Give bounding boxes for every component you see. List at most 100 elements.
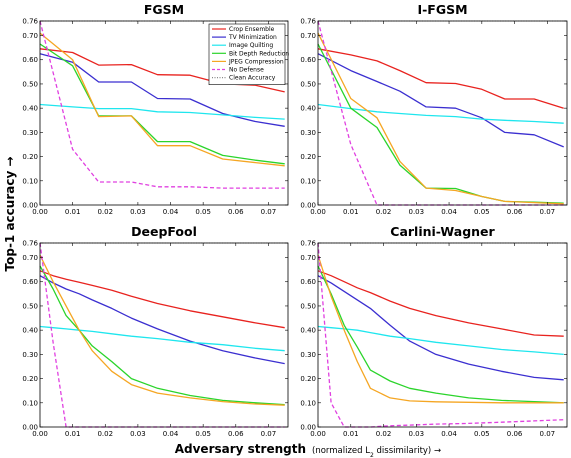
series-line [39,53,285,127]
x-tick-label: 0.00 [310,430,326,438]
y-tick-label: 0.50 [300,302,316,310]
x-tick-label: 0.05 [474,208,490,216]
series-line [317,53,564,148]
x-tick-label: 0.05 [474,430,490,438]
series-line [317,325,564,356]
legend-label: Image Quilting [229,42,273,49]
y-tick-label: 0.20 [22,153,38,161]
series-line [39,265,285,406]
y-tick-label: 0.50 [22,302,38,310]
chart-panel-2: DeepFool 0.00 0.10 0.20 0.30 0.40 0.50 0.60 0.70… [22,224,289,438]
y-tick-label: 0.60 [300,56,316,64]
x-tick-label: 0.06 [228,430,244,438]
y-tick-label: 0.20 [22,375,38,383]
chart-panels: FGSM 0.00 0.10 0.20 0.30 0.40 0.50 0.60 0.70 0.76… [22,2,568,438]
x-tick-label: 0.00 [32,430,48,438]
y-tick-label: 0.10 [300,399,316,407]
y-tick-label: 0.20 [300,375,316,383]
x-tick-label: 0.04 [163,430,179,438]
chart-title: FGSM [144,2,184,17]
y-tick-label: 0.76 [300,240,316,248]
y-tick-label: 0.70 [22,32,38,40]
x-tick-label: 0.04 [441,208,457,216]
x-tick-label: 0.02 [97,430,113,438]
x-tick-label: 0.01 [343,430,359,438]
series-line [317,48,564,109]
series-line [39,103,285,120]
x-tick-label: 0.01 [343,208,359,216]
y-tick-label: 0.30 [22,351,38,359]
y-tick-label: 0.50 [22,80,38,88]
y-tick-label: 0.20 [300,153,316,161]
plot-frame [317,242,568,428]
x-axis-label: Adversary strength [175,442,306,456]
chart-panel-3: Carlini-Wagner 0.00 0.10 0.20 0.30 0.40 0.50 0.… [300,224,568,438]
x-tick-label: 0.00 [32,208,48,216]
x-tick-label: 0.06 [228,208,244,216]
y-tick-label: 0.10 [22,177,38,185]
legend-label: No Defense [229,67,264,74]
x-tick-label: 0.03 [408,430,424,438]
series-line [317,254,564,404]
y-tick-label: 0.60 [300,278,316,286]
chart-panel-1: I-FGSM 0.00 0.10 0.20 0.30 0.40 0.50 0.60 0.70 0.… [300,2,568,216]
x-tick-label: 0.00 [310,208,326,216]
y-tick-label: 0.40 [22,105,38,113]
y-tick-label: 0.60 [22,278,38,286]
y-tick-label: 0.00 [22,424,38,432]
series-line [317,103,564,124]
y-tick-label: 0.70 [300,32,316,40]
chart-title: I-FGSM [417,2,467,17]
x-tick-label: 0.01 [65,430,81,438]
y-tick-label: 0.76 [22,18,38,26]
legend-label: TV Minimization [228,34,277,41]
y-tick-label: 0.30 [300,351,316,359]
legend-label: JPEG Compression [228,58,284,65]
plot-frame [39,242,289,428]
x-tick-label: 0.02 [97,208,113,216]
y-tick-label: 0.60 [22,56,38,64]
series-line [39,325,285,352]
x-tick-label: 0.05 [195,208,211,216]
y-tick-label: 0.76 [22,240,38,248]
y-tick-label: 0.76 [300,18,316,26]
legend-box [208,23,286,86]
chart-title: DeepFool [131,224,197,239]
chart-title: Carlini-Wagner [390,224,495,239]
y-tick-label: 0.00 [300,202,316,210]
x-tick-label: 0.06 [507,208,523,216]
series-line [317,32,564,205]
series-line [39,32,285,167]
x-tick-label: 0.01 [65,208,81,216]
series-line [317,270,564,337]
x-tick-label: 0.02 [376,430,392,438]
x-tick-label: 0.05 [195,430,211,438]
y-tick-label: 0.10 [22,399,38,407]
y-tick-label: 0.70 [300,254,316,262]
chart-panel-0: FGSM 0.00 0.10 0.20 0.30 0.40 0.50 0.60 0.70 0.76… [22,2,289,216]
x-tick-label: 0.04 [441,430,457,438]
legend-label: Crop Ensemble [229,26,275,33]
y-tick-label: 0.40 [300,105,316,113]
x-tick-label: 0.07 [261,430,277,438]
y-axis-label: Top-1 accuracy → [3,157,17,272]
x-tick-label: 0.04 [163,208,179,216]
series-line [317,275,564,381]
x-tick-label: 0.02 [376,208,392,216]
series-line [39,275,285,365]
legend-label: Clean Accuracy [229,75,276,82]
series-line [39,254,285,406]
x-tick-label: 0.03 [130,430,146,438]
y-tick-label: 0.70 [22,254,38,262]
series-line [39,270,285,329]
y-tick-label: 0.30 [300,129,316,137]
x-tick-label: 0.07 [540,208,556,216]
x-tick-label: 0.06 [507,430,523,438]
x-tick-label: 0.07 [540,430,556,438]
series-line [39,20,285,189]
series-line [317,20,564,206]
y-tick-label: 0.10 [300,177,316,185]
series-line [39,43,285,165]
series-line [317,265,564,404]
